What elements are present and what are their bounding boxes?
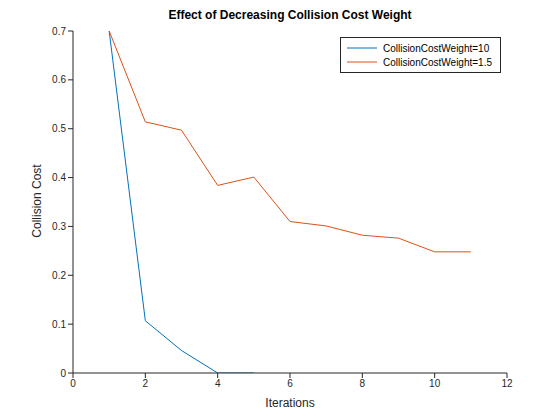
svg-text:12: 12	[501, 378, 513, 389]
svg-text:0.7: 0.7	[52, 26, 66, 37]
svg-text:6: 6	[287, 378, 293, 389]
svg-text:0.2: 0.2	[52, 270, 66, 281]
html-text:Collision Cost: Collision Cost	[30, 164, 44, 238]
html-text:CollisionCostWeight=1.5: CollisionCostWeight=1.5	[383, 56, 492, 68]
svg-text:0.6: 0.6	[52, 74, 66, 85]
svg-text:0: 0	[60, 368, 66, 379]
html-text:Effect of Decreasing Collision: Effect of Decreasing Collision Cost Weig…	[168, 8, 412, 22]
html-text:CollisionCostWeight=10: CollisionCostWeight=10	[383, 42, 490, 54]
svg-text:2: 2	[143, 378, 149, 389]
html-text:Iterations: Iterations	[265, 396, 315, 410]
svg-text:0: 0	[70, 378, 76, 389]
svg-text:0.3: 0.3	[52, 221, 66, 232]
svg-text:10: 10	[429, 378, 441, 389]
svg-text:4: 4	[215, 378, 221, 389]
svg-text:8: 8	[360, 378, 366, 389]
svg-text:0.5: 0.5	[52, 123, 66, 134]
svg-text:0.4: 0.4	[52, 172, 66, 183]
svg-text:0.1: 0.1	[52, 319, 66, 330]
